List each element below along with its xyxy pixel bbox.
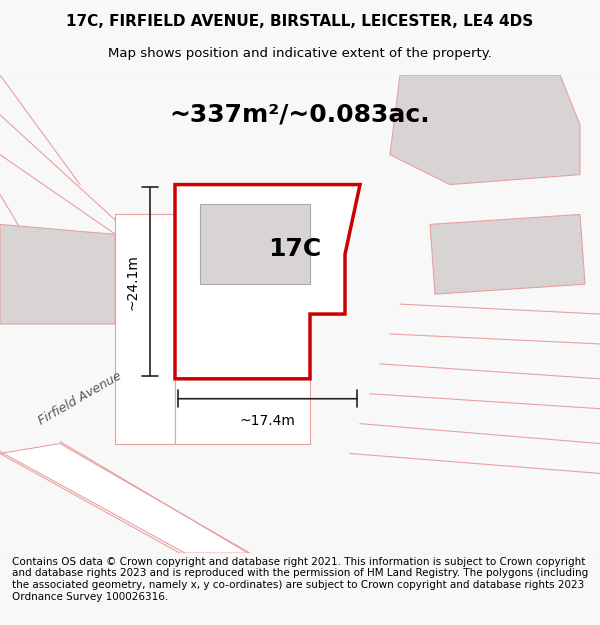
Text: 17C: 17C [268,238,322,261]
Polygon shape [115,214,175,444]
Text: ~17.4m: ~17.4m [239,414,295,428]
Polygon shape [175,379,310,444]
Text: ~24.1m: ~24.1m [126,254,140,309]
Text: 17C, FIRFIELD AVENUE, BIRSTALL, LEICESTER, LE4 4DS: 17C, FIRFIELD AVENUE, BIRSTALL, LEICESTE… [67,14,533,29]
Polygon shape [390,75,580,184]
Polygon shape [175,184,360,379]
Polygon shape [430,214,585,294]
Text: ~337m²/~0.083ac.: ~337m²/~0.083ac. [170,103,430,127]
Text: Contains OS data © Crown copyright and database right 2021. This information is : Contains OS data © Crown copyright and d… [12,557,588,601]
Polygon shape [0,224,115,324]
Polygon shape [200,204,310,284]
Polygon shape [0,444,250,553]
Text: Firfield Avenue: Firfield Avenue [36,369,124,428]
Text: Map shows position and indicative extent of the property.: Map shows position and indicative extent… [108,48,492,61]
